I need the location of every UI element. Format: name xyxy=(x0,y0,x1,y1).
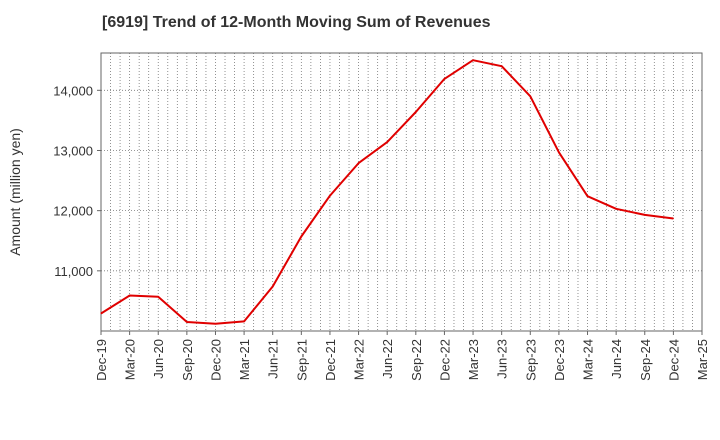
x-tick-label: Jun-24 xyxy=(609,339,624,379)
data-point xyxy=(157,296,159,298)
data-point xyxy=(358,162,360,164)
x-tick-label: Dec-19 xyxy=(94,339,109,381)
x-tick-label: Sep-20 xyxy=(180,339,195,381)
data-point xyxy=(186,321,188,323)
y-axis-title: Amount (million yen) xyxy=(7,128,23,256)
y-tick-label: 14,000 xyxy=(53,83,93,98)
x-tick-label: Mar-25 xyxy=(695,339,710,380)
data-point xyxy=(415,111,417,113)
x-tick-label: Sep-23 xyxy=(523,339,538,381)
data-point xyxy=(386,141,388,143)
data-point xyxy=(587,195,589,197)
data-point xyxy=(672,217,674,219)
x-axis: Dec-19 Mar-20 Jun-20 Sep-20 Dec-20 Mar-21 Jun-… xyxy=(94,331,710,381)
y-tick-label: 13,000 xyxy=(53,143,93,158)
data-point xyxy=(300,236,302,238)
x-tick-label: Dec-23 xyxy=(552,339,567,381)
data-point xyxy=(443,78,445,80)
data-point xyxy=(501,65,503,67)
x-tick-label: Dec-20 xyxy=(208,339,223,381)
x-tick-label: Dec-21 xyxy=(323,339,338,381)
data-point xyxy=(129,294,131,296)
x-tick-label: Sep-24 xyxy=(638,339,653,381)
x-tick-label: Mar-20 xyxy=(123,339,138,380)
x-tick-label: Dec-24 xyxy=(666,339,681,381)
data-point xyxy=(472,59,474,61)
data-point xyxy=(243,320,245,322)
data-point xyxy=(558,151,560,153)
x-tick-label: Sep-21 xyxy=(294,339,309,381)
y-tick-label: 12,000 xyxy=(53,204,93,219)
data-point xyxy=(644,214,646,216)
data-point xyxy=(529,95,531,97)
y-axis: 11,000 12,000 13,000 14,000 xyxy=(53,83,101,279)
x-tick-label: Dec-22 xyxy=(437,339,452,381)
data-point xyxy=(100,313,102,315)
data-point xyxy=(329,195,331,197)
x-tick-label: Mar-24 xyxy=(581,339,596,380)
plot-frame xyxy=(100,52,703,332)
grid xyxy=(101,53,702,331)
data-point xyxy=(615,208,617,210)
data-point xyxy=(214,323,216,325)
x-tick-label: Jun-21 xyxy=(266,339,281,379)
x-tick-label: Mar-22 xyxy=(352,339,367,380)
chart-title: [6919] Trend of 12-Month Moving Sum of R… xyxy=(102,14,491,31)
x-tick-label: Mar-21 xyxy=(237,339,252,380)
x-tick-label: Sep-22 xyxy=(409,339,424,381)
x-tick-label: Jun-20 xyxy=(151,339,166,379)
x-tick-label: Jun-23 xyxy=(495,339,510,379)
series-layer xyxy=(100,59,674,325)
x-tick-label: Mar-23 xyxy=(466,339,481,380)
data-point xyxy=(272,285,274,287)
x-tick-label: Jun-22 xyxy=(380,339,395,379)
y-tick-label: 11,000 xyxy=(54,264,93,279)
